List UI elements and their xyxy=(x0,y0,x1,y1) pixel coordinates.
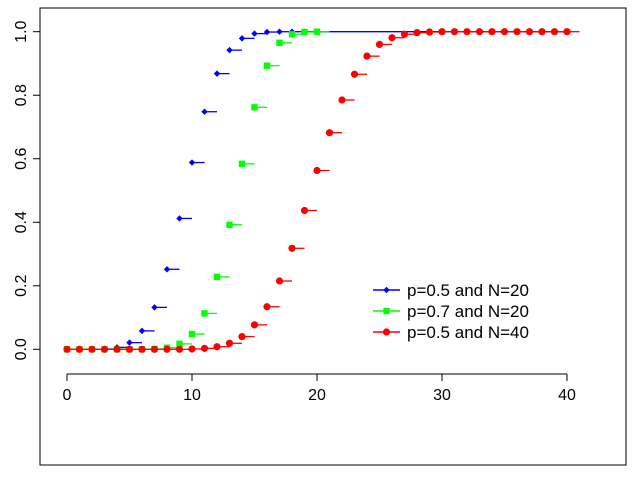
series-3-point xyxy=(63,345,71,353)
series-3-point xyxy=(300,206,309,215)
series-1-point xyxy=(126,339,133,346)
series-3-point xyxy=(163,345,171,353)
series-3-point xyxy=(463,28,471,36)
series-3-point xyxy=(375,40,384,49)
series-3-point xyxy=(513,28,521,36)
series-layer xyxy=(63,28,580,353)
y-tick-label: 0.4 xyxy=(13,211,30,233)
series-3-point xyxy=(550,28,559,36)
series-3-point xyxy=(275,277,284,285)
series-3-point xyxy=(125,345,134,353)
series-3-point xyxy=(450,28,459,36)
x-tick-label: 40 xyxy=(558,387,576,404)
series-1-point xyxy=(188,159,196,166)
y-tick-label: 0.0 xyxy=(13,338,30,360)
series-3-point xyxy=(500,28,509,36)
series-3-point xyxy=(338,96,346,104)
series-3-point xyxy=(100,345,109,353)
series-3-point xyxy=(175,345,184,353)
series-3-point xyxy=(563,28,571,36)
series-3-point xyxy=(313,166,321,175)
plot-frame xyxy=(39,7,627,466)
series-3-point xyxy=(538,28,546,36)
legend-marker-2 xyxy=(383,307,390,315)
series-1-point xyxy=(213,70,221,77)
series-3 xyxy=(63,28,580,353)
legend-marker-3 xyxy=(382,328,391,336)
series-1-point xyxy=(263,28,271,36)
x-tick-label: 10 xyxy=(183,387,201,404)
series-3-point xyxy=(263,303,271,311)
series-3-point xyxy=(388,34,396,42)
series-3-point xyxy=(350,70,359,78)
series-2-point xyxy=(301,28,308,36)
series-3-point xyxy=(363,52,371,60)
series-3-point xyxy=(150,345,159,353)
series-3-point xyxy=(225,339,234,347)
series-2-point xyxy=(288,31,296,38)
y-axis: 0.0 0.2 0.4 0.6 0.8 1.0 xyxy=(13,20,41,360)
x-axis: 0 10 20 30 40 xyxy=(63,373,576,404)
series-1-point xyxy=(151,304,158,311)
y-tick-label: 0.2 xyxy=(13,275,30,297)
series-3-point xyxy=(88,345,96,353)
series-2-point xyxy=(276,39,283,47)
series-1-point xyxy=(251,30,258,37)
series-3-point xyxy=(238,332,246,341)
series-2-point xyxy=(201,310,208,317)
series-3-point xyxy=(138,345,146,353)
legend-label-2: p=0.7 and N=20 xyxy=(407,302,529,321)
series-3-point xyxy=(488,28,496,36)
series-3-point xyxy=(413,29,421,37)
series-2-point xyxy=(226,221,233,228)
series-1-point xyxy=(226,46,233,54)
series-3-point xyxy=(475,28,484,36)
series-2-point xyxy=(313,28,321,35)
series-1-point xyxy=(176,215,183,222)
series-3-point xyxy=(188,345,196,353)
series-2-point xyxy=(251,104,258,111)
series-1-point xyxy=(201,108,208,115)
series-2-point xyxy=(188,330,196,338)
series-1-point xyxy=(138,327,146,335)
series-3-point xyxy=(288,244,296,252)
y-tick-label: 0.6 xyxy=(13,148,30,170)
y-tick-label: 1.0 xyxy=(13,20,30,42)
x-tick-label: 30 xyxy=(433,387,451,404)
legend: p=0.5 and N=20 p=0.7 and N=20 p=0.5 and N=… xyxy=(373,281,529,342)
series-3-point xyxy=(250,321,259,329)
series-3-point xyxy=(113,345,121,353)
series-1-point xyxy=(276,28,283,35)
series-2-point xyxy=(213,273,221,281)
series-3-point xyxy=(400,30,409,38)
x-tick-label: 20 xyxy=(308,387,326,404)
series-1-point xyxy=(238,35,246,42)
series-2 xyxy=(63,28,330,353)
legend-label-3: p=0.5 and N=40 xyxy=(407,323,529,342)
legend-marker-1 xyxy=(383,286,390,294)
y-tick-label: 0.8 xyxy=(13,84,30,106)
series-3-point xyxy=(438,28,446,36)
series-2-point xyxy=(263,62,271,69)
series-3-point xyxy=(325,129,334,137)
series-3-point xyxy=(213,343,221,351)
series-3-point xyxy=(200,344,209,352)
series-3-point xyxy=(425,28,434,36)
series-3-point xyxy=(75,345,84,353)
x-tick-label: 0 xyxy=(63,387,72,404)
series-3-point xyxy=(525,28,534,36)
series-1-point xyxy=(163,266,171,273)
series-2-point xyxy=(176,340,183,348)
series-2-point xyxy=(238,160,246,168)
legend-label-1: p=0.5 and N=20 xyxy=(407,281,529,300)
